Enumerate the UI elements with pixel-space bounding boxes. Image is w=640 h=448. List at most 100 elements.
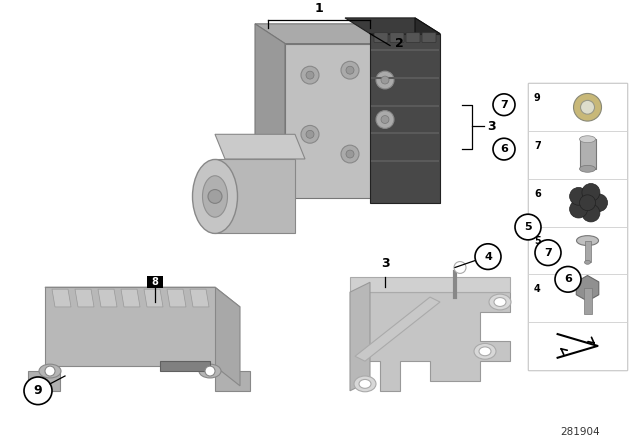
Bar — [528, 227, 627, 274]
Polygon shape — [98, 289, 117, 307]
Polygon shape — [345, 18, 440, 34]
Polygon shape — [121, 289, 140, 307]
Polygon shape — [75, 289, 94, 307]
Text: 5: 5 — [524, 222, 532, 232]
Ellipse shape — [202, 176, 227, 217]
Ellipse shape — [489, 294, 511, 310]
Text: 7: 7 — [500, 100, 508, 110]
Circle shape — [341, 145, 359, 163]
Circle shape — [582, 204, 600, 222]
Ellipse shape — [354, 376, 376, 392]
Circle shape — [493, 138, 515, 160]
Text: 4: 4 — [534, 284, 541, 294]
Polygon shape — [167, 289, 186, 307]
Text: 6: 6 — [500, 144, 508, 154]
Polygon shape — [350, 277, 510, 292]
Bar — [528, 131, 627, 179]
Text: 4: 4 — [484, 252, 492, 262]
Circle shape — [535, 240, 561, 266]
Circle shape — [45, 366, 55, 376]
Circle shape — [454, 262, 466, 273]
FancyBboxPatch shape — [147, 276, 163, 288]
Circle shape — [381, 76, 389, 84]
Text: 7: 7 — [544, 248, 552, 258]
Polygon shape — [576, 276, 599, 301]
Ellipse shape — [359, 379, 371, 388]
Text: 6: 6 — [564, 274, 572, 284]
Polygon shape — [28, 371, 60, 391]
Bar — [528, 83, 627, 370]
Ellipse shape — [494, 297, 506, 306]
FancyBboxPatch shape — [390, 33, 404, 43]
Bar — [528, 179, 627, 227]
Text: 6: 6 — [534, 189, 541, 199]
Polygon shape — [215, 159, 295, 233]
FancyBboxPatch shape — [406, 33, 420, 43]
Circle shape — [515, 214, 541, 240]
Circle shape — [208, 190, 222, 203]
Ellipse shape — [199, 364, 221, 378]
Polygon shape — [215, 134, 305, 159]
Text: 3: 3 — [381, 258, 389, 271]
Bar — [580, 139, 595, 169]
Text: 7: 7 — [534, 141, 541, 151]
Ellipse shape — [474, 344, 496, 359]
Text: 9: 9 — [34, 384, 42, 397]
Ellipse shape — [580, 165, 595, 172]
Polygon shape — [190, 289, 209, 307]
Circle shape — [376, 71, 394, 89]
Circle shape — [376, 111, 394, 129]
Circle shape — [582, 184, 600, 201]
Polygon shape — [144, 289, 163, 307]
Polygon shape — [45, 287, 215, 366]
Circle shape — [475, 244, 501, 269]
Ellipse shape — [577, 236, 598, 246]
Circle shape — [580, 100, 595, 114]
Text: 1: 1 — [315, 2, 323, 15]
FancyBboxPatch shape — [422, 33, 436, 43]
Polygon shape — [285, 43, 400, 198]
Circle shape — [24, 377, 52, 405]
Circle shape — [381, 116, 389, 124]
Circle shape — [301, 66, 319, 84]
Circle shape — [580, 195, 595, 211]
Bar — [528, 83, 627, 131]
Polygon shape — [355, 297, 440, 361]
Circle shape — [205, 366, 215, 376]
Circle shape — [589, 194, 607, 211]
Circle shape — [306, 71, 314, 79]
Polygon shape — [215, 371, 250, 391]
Polygon shape — [52, 289, 71, 307]
Text: 281904: 281904 — [560, 427, 600, 437]
Circle shape — [306, 130, 314, 138]
FancyBboxPatch shape — [374, 33, 388, 43]
Bar — [528, 322, 627, 370]
Circle shape — [301, 125, 319, 143]
Circle shape — [341, 61, 359, 79]
Text: 3: 3 — [487, 120, 495, 133]
Circle shape — [493, 94, 515, 116]
Ellipse shape — [193, 159, 237, 233]
Bar — [528, 274, 627, 322]
Polygon shape — [415, 18, 440, 203]
Circle shape — [573, 94, 602, 121]
Ellipse shape — [580, 136, 595, 142]
Text: 5: 5 — [534, 237, 541, 246]
Circle shape — [570, 200, 588, 218]
Circle shape — [555, 267, 581, 292]
Circle shape — [346, 150, 354, 158]
Polygon shape — [370, 34, 440, 203]
Polygon shape — [350, 282, 370, 391]
Circle shape — [570, 187, 588, 205]
Polygon shape — [45, 287, 240, 307]
Polygon shape — [255, 24, 285, 198]
Text: 8: 8 — [152, 277, 159, 287]
Bar — [584, 289, 591, 314]
Text: 9: 9 — [534, 93, 541, 103]
Polygon shape — [160, 361, 210, 371]
Bar — [584, 241, 591, 262]
Circle shape — [346, 66, 354, 74]
Polygon shape — [215, 287, 240, 386]
Polygon shape — [350, 292, 510, 391]
Text: 2: 2 — [395, 37, 404, 50]
